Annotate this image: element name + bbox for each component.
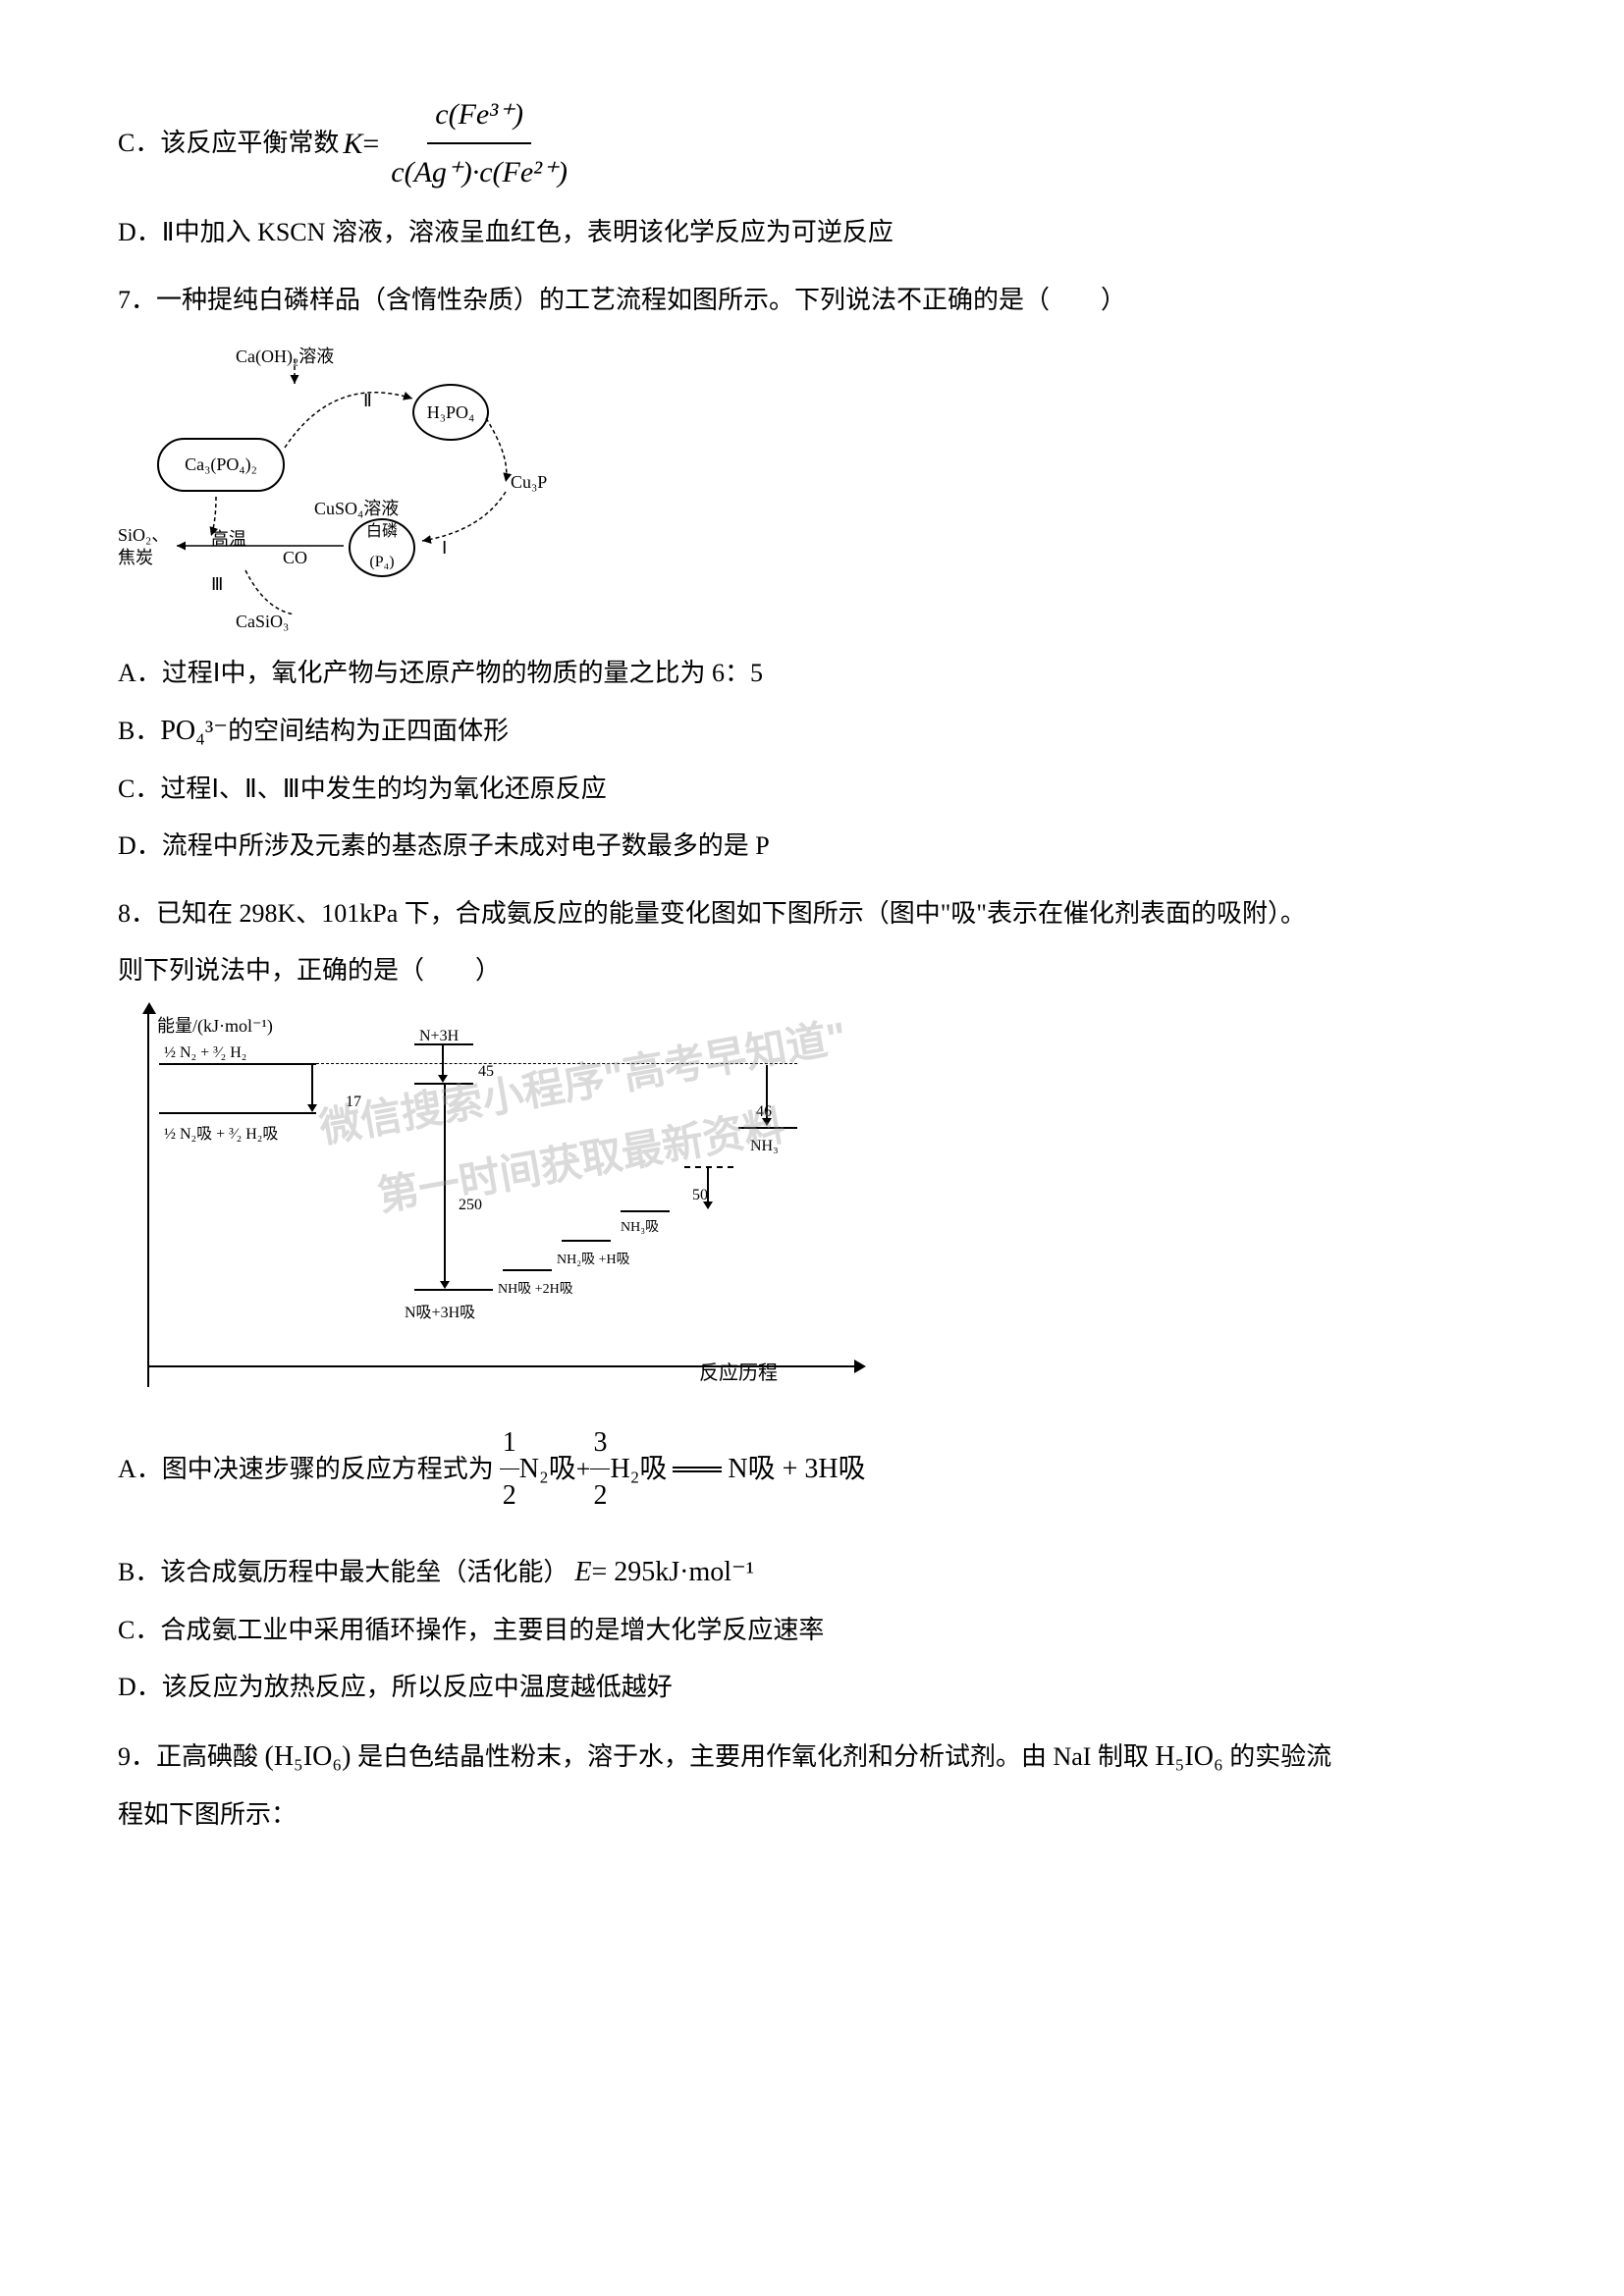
q7-casio3-label: CaSiO₃ bbox=[236, 605, 289, 638]
q8-option-c: C．合成氨工业中采用循环操作，主要目的是增大化学反应速率 bbox=[118, 1606, 1506, 1654]
q8b-E: E bbox=[574, 1546, 591, 1598]
q7b-suffix: 的空间结构为正四面体形 bbox=[228, 707, 509, 755]
q8a-n2: N₂吸 bbox=[519, 1443, 576, 1495]
q8-stem1: 8．已知在 298K、101kPa 下，合成氨反应的能量变化图如下图所示（图中"… bbox=[118, 889, 1506, 937]
q8a-prefix: A．图中决速步骤的反应方程式为 bbox=[118, 1445, 494, 1493]
q9-formula2: H₅IO₆ bbox=[1155, 1741, 1222, 1772]
q7-process-diagram: Ca(OH)₂溶液 Ⅱ H₃PO₄ Ca₃(PO₄)₂ CuSO₄溶液 Cu₃P… bbox=[118, 340, 648, 634]
q7-co-label: CO bbox=[283, 541, 307, 574]
q8-stem2: 则下列说法中，正确的是（ ） bbox=[118, 946, 1506, 994]
q8-energy-diagram: 能量/(kJ·mol⁻¹) 反应历程 ½ N₂ + ³⁄₂ H₂ N+3H 45… bbox=[147, 1014, 893, 1387]
q8a-f2d: 2 bbox=[590, 1469, 610, 1522]
lvl-topleft: ½ N₂ + ³⁄₂ H₂ bbox=[164, 1039, 246, 1068]
lvl-n3h: N+3H bbox=[419, 1022, 459, 1051]
x-arrow-icon bbox=[854, 1360, 866, 1373]
q9-p1: 9．正高碘酸 bbox=[118, 1742, 258, 1771]
q8a-f1d: 2 bbox=[500, 1469, 519, 1522]
q8b-prefix: B．该合成氨历程中最大能垒（活化能） bbox=[118, 1548, 568, 1596]
question-6-remainder: C．该反应平衡常数 K = c(Fe³⁺) c(Ag⁺)·c(Fe²⁺) D．Ⅱ… bbox=[118, 86, 1506, 256]
q8a-f1n: 1 bbox=[500, 1416, 519, 1469]
watermark-2: 第一时间获取最新资料 bbox=[371, 1087, 790, 1236]
lvl-nh3ads: NH₃吸 bbox=[621, 1215, 659, 1242]
q7-cu3p-label: Cu₃P bbox=[511, 465, 547, 499]
q8a-f2n: 3 bbox=[590, 1416, 610, 1469]
q7-p4-node: 白磷 (P₄) bbox=[349, 518, 415, 577]
q7-II-label: Ⅱ bbox=[363, 384, 372, 417]
lvl-nh3: NH₃ bbox=[750, 1132, 779, 1161]
q7-h3po4-text: H₃PO₄ bbox=[427, 396, 475, 429]
q7b-prefix: B． bbox=[118, 707, 160, 755]
q7-coke-label: 焦炭 bbox=[118, 541, 153, 574]
q8a-h2: H₂吸 bbox=[610, 1443, 667, 1495]
question-7: 7．一种提纯白磷样品（含惰性杂质）的工艺流程如图所示。下列说法不正确的是（ ） … bbox=[118, 276, 1506, 870]
q7-ca3po4-text: Ca₃(PO₄)₂ bbox=[185, 448, 257, 481]
q9-line1: 9．正高碘酸 (H₅IO₆) 是白色结晶性粉末，溶于水，主要用作氧化剂和分析试剂… bbox=[118, 1731, 1506, 1783]
q7-III-label: Ⅲ bbox=[211, 567, 223, 601]
reaction-line-icon bbox=[673, 1467, 722, 1472]
q7-caoh-label: Ca(OH)₂溶液 bbox=[236, 340, 334, 373]
q9-formula: (H₅IO₆) bbox=[265, 1741, 352, 1772]
q6-option-d: D．Ⅱ中加入 KSCN 溶液，溶液呈血红色，表明该化学反应为可逆反应 bbox=[118, 208, 1506, 256]
q8-option-b: B．该合成氨历程中最大能垒（活化能） E = 295kJ·mol⁻¹ bbox=[118, 1546, 1506, 1598]
q6c-prefix: C．该反应平衡常数 bbox=[118, 119, 339, 167]
q7-stem: 7．一种提纯白磷样品（含惰性杂质）的工艺流程如图所示。下列说法不正确的是（ ） bbox=[118, 276, 1506, 324]
q8a-plus: + bbox=[576, 1445, 591, 1493]
q7-ca3po4-node: Ca₃(PO₄)₂ bbox=[157, 438, 285, 492]
q6-option-c: C．该反应平衡常数 K = c(Fe³⁺) c(Ag⁺)·c(Fe²⁺) bbox=[118, 86, 1506, 200]
q9-p2: 是白色结晶性粉末，溶于水，主要用作氧化剂和分析试剂。由 NaI 制取 bbox=[357, 1742, 1149, 1771]
q6c-eq: = bbox=[362, 116, 379, 172]
q8b-val: = 295kJ·mol⁻¹ bbox=[591, 1546, 754, 1598]
q7b-formula: PO₄³⁻ bbox=[160, 705, 228, 757]
lvl-17: 17 bbox=[346, 1088, 361, 1117]
q9-p3: 的实验流 bbox=[1229, 1742, 1331, 1771]
q7-option-b: B． PO₄³⁻ 的空间结构为正四面体形 bbox=[118, 705, 1506, 757]
lvl-bottom: N吸+3H吸 bbox=[405, 1299, 475, 1328]
q7-option-c: C．过程Ⅰ、Ⅱ、Ⅲ中发生的均为氧化还原反应 bbox=[118, 765, 1506, 813]
q6c-fraction: c(Fe³⁺) c(Ag⁺)·c(Fe²⁺) bbox=[383, 86, 575, 200]
lvl-midleft: ½ N₂吸 + ³⁄₂ H₂吸 bbox=[164, 1120, 278, 1149]
q6c-num: c(Fe³⁺) bbox=[427, 86, 531, 144]
q8-option-d: D．该反应为放热反应，所以反应中温度越低越好 bbox=[118, 1663, 1506, 1711]
y-arrow-icon bbox=[142, 1002, 156, 1014]
q7-option-a: A．过程Ⅰ中，氧化产物与还原产物的物质的量之比为 6：5 bbox=[118, 649, 1506, 697]
lvl-nh2_h: NH₂吸 +H吸 bbox=[557, 1248, 630, 1274]
q7-I-label: Ⅰ bbox=[442, 531, 447, 564]
q7-option-d: D．流程中所涉及元素的基态原子未成对电子数最多的是 P bbox=[118, 822, 1506, 870]
q7-p4-text2: (P₄) bbox=[369, 548, 394, 577]
q7-hightemp-label: 高温 bbox=[211, 522, 246, 556]
q8a-right: N吸 + 3H吸 bbox=[728, 1443, 865, 1495]
q7-p4-text1: 白磷 bbox=[366, 517, 398, 547]
lvl-250: 250 bbox=[459, 1191, 482, 1220]
q6c-den: c(Ag⁺)·c(Fe²⁺) bbox=[383, 144, 575, 200]
question-8: 8．已知在 298K、101kPa 下，合成氨反应的能量变化图如下图所示（图中"… bbox=[118, 889, 1506, 1711]
q8-option-a: A．图中决速步骤的反应方程式为 12 N₂吸 + 32 H₂吸 N吸 + 3H吸 bbox=[118, 1416, 1506, 1522]
q7-h3po4-node: H₃PO₄ bbox=[412, 384, 489, 441]
q8-xlabel: 反应历程 bbox=[699, 1355, 778, 1392]
lvl-45: 45 bbox=[478, 1057, 494, 1087]
q9-line2: 程如下图所示： bbox=[118, 1790, 1506, 1839]
q6c-K: K bbox=[343, 116, 362, 172]
lvl-nh2h: NH吸 +2H吸 bbox=[498, 1277, 573, 1304]
question-9: 9．正高碘酸 (H₅IO₆) 是白色结晶性粉末，溶于水，主要用作氧化剂和分析试剂… bbox=[118, 1731, 1506, 1840]
